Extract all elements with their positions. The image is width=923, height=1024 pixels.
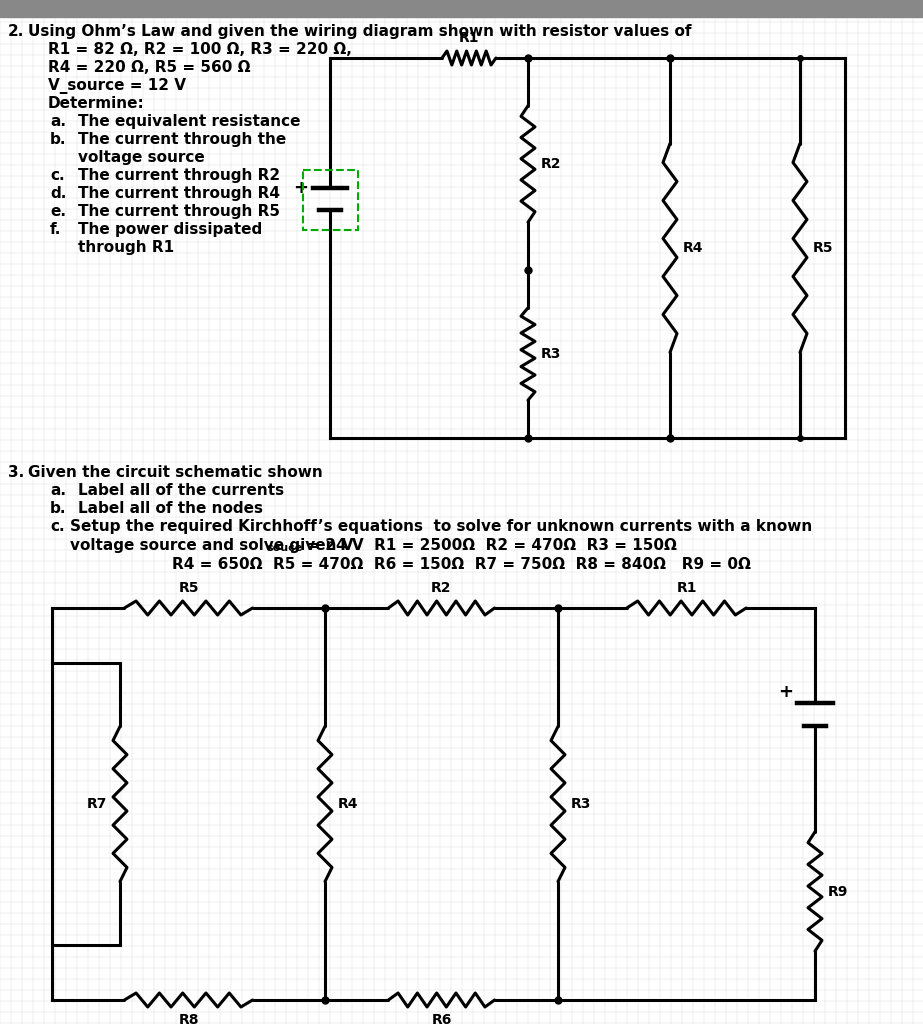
- Text: e.: e.: [50, 204, 66, 219]
- Text: R2: R2: [541, 157, 561, 171]
- Text: R8: R8: [178, 1013, 198, 1024]
- Text: R2: R2: [431, 581, 451, 595]
- Text: 2.: 2.: [8, 24, 24, 39]
- Text: c.: c.: [50, 519, 65, 534]
- Text: R4 = 220 Ω, R5 = 560 Ω: R4 = 220 Ω, R5 = 560 Ω: [48, 60, 250, 75]
- Text: Using Ohm’s Law and given the wiring diagram shown with resistor values of: Using Ohm’s Law and given the wiring dia…: [28, 24, 691, 39]
- Text: Setup the required Kirchhoff’s equations  to solve for unknown currents with a k: Setup the required Kirchhoff’s equations…: [70, 519, 812, 534]
- Text: through R1: through R1: [78, 240, 174, 255]
- Text: R1: R1: [459, 31, 479, 45]
- Text: R4: R4: [683, 241, 703, 255]
- Text: The power dissipated: The power dissipated: [78, 222, 262, 237]
- Text: b.: b.: [50, 132, 66, 147]
- Text: The current through R2: The current through R2: [78, 168, 280, 183]
- Text: R7: R7: [87, 797, 107, 811]
- Text: R4 = 650Ω  R5 = 470Ω  R6 = 150Ω  R7 = 750Ω  R8 = 840Ω   R9 = 0Ω: R4 = 650Ω R5 = 470Ω R6 = 150Ω R7 = 750Ω …: [172, 557, 750, 572]
- Text: d.: d.: [50, 186, 66, 201]
- Text: Determine:: Determine:: [48, 96, 145, 111]
- Text: voltage source: voltage source: [78, 150, 205, 165]
- Text: a.: a.: [50, 483, 66, 498]
- Text: R3: R3: [541, 347, 561, 361]
- Text: R9: R9: [828, 885, 848, 898]
- Text: The current through R4: The current through R4: [78, 186, 280, 201]
- Text: f.: f.: [50, 222, 61, 237]
- Text: R1 = 82 Ω, R2 = 100 Ω, R3 = 220 Ω,: R1 = 82 Ω, R2 = 100 Ω, R3 = 220 Ω,: [48, 42, 352, 57]
- Text: = 24 V  R1 = 2500Ω  R2 = 470Ω  R3 = 150Ω: = 24 V R1 = 2500Ω R2 = 470Ω R3 = 150Ω: [302, 538, 677, 553]
- Text: R4: R4: [338, 797, 358, 811]
- Text: c.: c.: [50, 168, 65, 183]
- Text: 3.: 3.: [8, 465, 24, 480]
- Text: a.: a.: [50, 114, 66, 129]
- Text: voltage source and solve given V: voltage source and solve given V: [70, 538, 354, 553]
- Text: R5: R5: [813, 241, 833, 255]
- Text: The equivalent resistance: The equivalent resistance: [78, 114, 301, 129]
- Text: The current through the: The current through the: [78, 132, 286, 147]
- Text: R5: R5: [178, 581, 198, 595]
- Text: Given the circuit schematic shown: Given the circuit schematic shown: [28, 465, 323, 480]
- Bar: [0, 0, 923, 17]
- Text: R1: R1: [677, 581, 697, 595]
- Text: b.: b.: [50, 501, 66, 516]
- Text: The current through R5: The current through R5: [78, 204, 280, 219]
- Text: +: +: [293, 179, 308, 197]
- Text: R6: R6: [431, 1013, 451, 1024]
- Text: Label all of the nodes: Label all of the nodes: [78, 501, 263, 516]
- Text: R3: R3: [571, 797, 592, 811]
- Text: V_source = 12 V: V_source = 12 V: [48, 78, 186, 94]
- Text: Label all of the currents: Label all of the currents: [78, 483, 284, 498]
- Text: souce: souce: [266, 543, 302, 553]
- Text: +: +: [778, 683, 793, 701]
- Bar: [303, 170, 358, 230]
